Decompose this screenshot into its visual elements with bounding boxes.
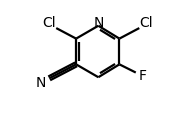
Text: Cl: Cl (140, 16, 153, 30)
Text: N: N (93, 16, 103, 30)
Text: Cl: Cl (42, 16, 56, 30)
Text: N: N (36, 76, 46, 90)
Text: F: F (139, 69, 147, 83)
